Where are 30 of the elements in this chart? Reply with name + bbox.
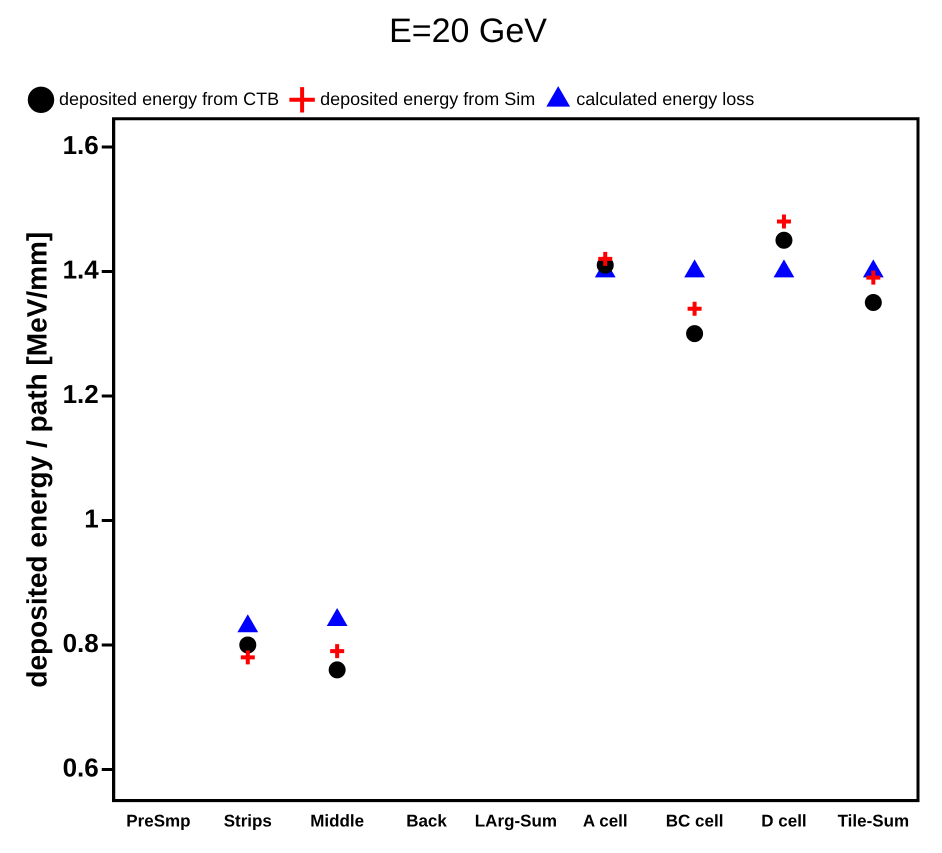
x-tick-label: Middle [310,811,364,830]
x-tick-label: Back [406,811,448,830]
x-tick-label: PreSmp [126,811,191,830]
legend-label: deposited energy from CTB [59,88,280,109]
point [775,232,792,249]
point [596,250,614,268]
point [328,642,346,660]
x-tick-label: BC cell [666,811,724,830]
point [864,268,882,287]
point [239,636,256,654]
chart-title: E=20 GeV [389,12,548,50]
x-tick-label: LArg-Sum [474,811,557,830]
y-tick-label: 1.6 [62,130,99,160]
y-axis-title: deposited energy / path [MeV/mm] [22,232,53,688]
point [864,294,882,311]
y-tick-label: 0.6 [62,752,99,783]
y-tick-label: 1.2 [62,379,99,410]
point [238,648,257,666]
legend-label: deposited energy from Sim [320,88,536,109]
y-tick-label: 1 [84,504,99,534]
point [686,325,704,342]
legend-label: calculated energy loss [576,88,754,109]
y-tick-label: 1.4 [62,254,100,285]
y-tick-label: 0.8 [62,628,99,658]
x-tick-label: Tile-Sum [838,811,910,830]
point [686,300,704,318]
point [328,661,346,678]
x-tick-label: D cell [761,811,807,830]
x-tick-label: Strips [224,811,272,830]
x-tick-label: A cell [582,811,628,830]
